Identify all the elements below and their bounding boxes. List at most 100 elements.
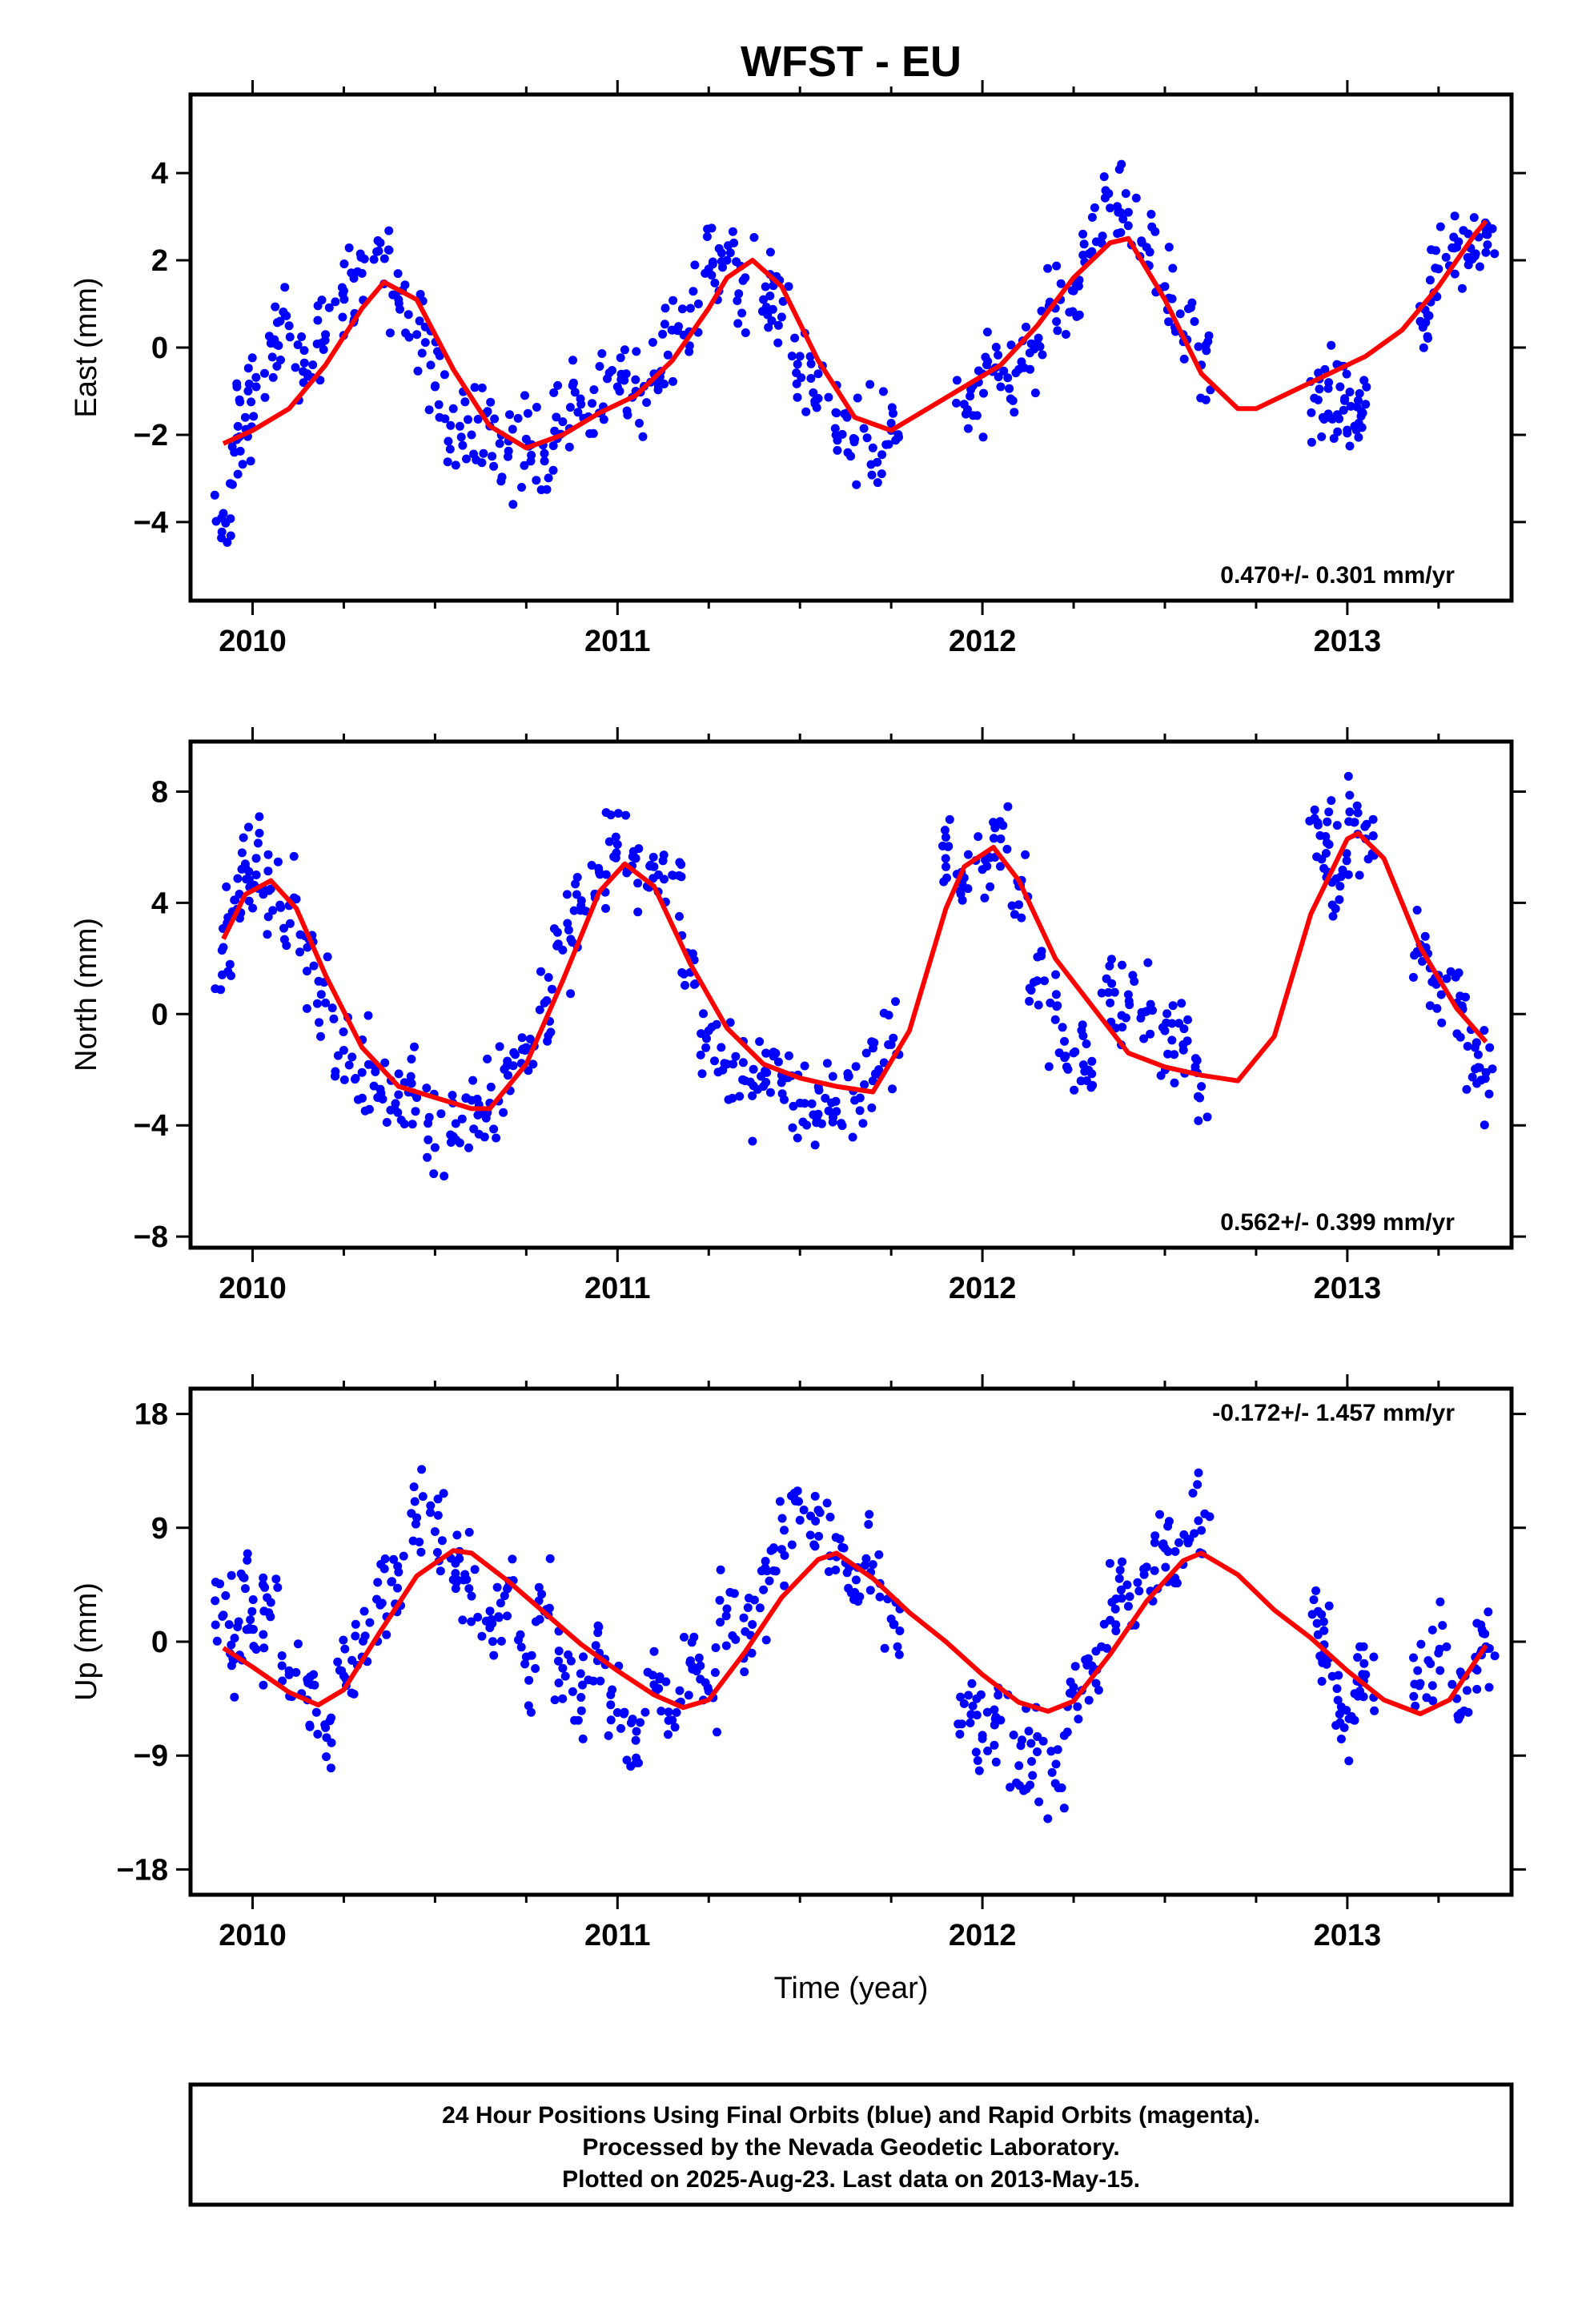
north-data-point bbox=[1163, 1049, 1173, 1059]
up-data-point bbox=[1111, 1626, 1121, 1635]
east-data-point bbox=[297, 332, 307, 341]
north-data-point bbox=[941, 833, 950, 842]
east-data-point bbox=[540, 448, 549, 458]
east-data-point bbox=[978, 432, 988, 442]
north-data-point bbox=[1146, 1029, 1155, 1039]
north-data-point bbox=[986, 882, 995, 891]
north-y-tick-label: 8 bbox=[151, 776, 168, 810]
east-data-point bbox=[725, 248, 735, 258]
east-data-point bbox=[393, 269, 403, 279]
east-data-point bbox=[1346, 401, 1355, 411]
up-data-point bbox=[1123, 1602, 1133, 1611]
north-data-point bbox=[1002, 844, 1012, 854]
east-data-point bbox=[615, 387, 624, 396]
north-data-point bbox=[1170, 1078, 1179, 1088]
north-x-tick-label: 2011 bbox=[584, 1272, 650, 1305]
north-data-point bbox=[1003, 802, 1013, 811]
up-y-tick-label: 18 bbox=[135, 1398, 168, 1432]
east-data-point bbox=[448, 404, 458, 413]
east-data-point bbox=[660, 380, 669, 388]
up-data-point bbox=[1447, 1679, 1457, 1689]
north-data-point bbox=[1010, 910, 1019, 919]
north-data-point bbox=[843, 1072, 853, 1082]
east-data-point bbox=[532, 403, 541, 412]
east-data-point bbox=[451, 460, 460, 470]
north-data-point bbox=[749, 1064, 758, 1074]
up-data-point bbox=[1105, 1558, 1114, 1568]
east-data-point bbox=[667, 325, 677, 335]
north-data-point bbox=[1178, 1045, 1188, 1055]
east-data-point bbox=[765, 292, 775, 300]
east-data-point bbox=[384, 245, 394, 255]
up-data-point bbox=[1094, 1686, 1103, 1695]
east-data-point bbox=[247, 397, 256, 407]
east-data-point bbox=[264, 332, 274, 341]
east-data-point bbox=[1030, 388, 1040, 398]
east-data-point bbox=[247, 353, 257, 363]
up-data-point bbox=[437, 1536, 447, 1546]
north-data-point bbox=[867, 1037, 877, 1047]
up-data-point bbox=[1319, 1626, 1329, 1635]
north-data-point bbox=[601, 870, 611, 879]
up-data-point bbox=[713, 1727, 721, 1737]
east-data-point bbox=[1121, 189, 1130, 199]
up-data-point bbox=[576, 1706, 586, 1715]
north-data-point bbox=[1425, 1001, 1435, 1011]
east-data-point bbox=[355, 249, 365, 259]
up-data-point bbox=[815, 1508, 825, 1518]
up-data-point bbox=[211, 1596, 220, 1606]
up-data-point bbox=[632, 1758, 640, 1767]
up-data-point bbox=[537, 1590, 547, 1599]
north-data-point bbox=[681, 980, 689, 990]
up-data-point bbox=[544, 1603, 554, 1613]
north-data-point bbox=[1349, 818, 1359, 827]
east-data-point bbox=[1481, 247, 1491, 257]
up-data-point bbox=[1033, 1732, 1042, 1741]
north-data-point bbox=[1360, 822, 1370, 831]
east-data-point bbox=[226, 531, 235, 541]
up-data-point bbox=[263, 1593, 272, 1602]
east-data-point bbox=[458, 440, 468, 450]
north-data-point bbox=[867, 1103, 877, 1112]
up-data-point bbox=[1438, 1621, 1447, 1630]
east-data-point bbox=[251, 372, 261, 382]
east-data-point bbox=[759, 295, 769, 304]
up-data-point bbox=[968, 1701, 978, 1711]
north-data-point bbox=[1162, 1009, 1172, 1019]
up-data-point bbox=[721, 1611, 731, 1621]
north-data-point bbox=[998, 821, 1008, 830]
east-data-point bbox=[226, 479, 235, 489]
east-data-point bbox=[792, 379, 801, 388]
east-data-point bbox=[388, 290, 398, 300]
up-data-point bbox=[787, 1540, 797, 1550]
east-data-point bbox=[1061, 330, 1070, 339]
up-data-point bbox=[1099, 1619, 1109, 1629]
up-data-point bbox=[1435, 1666, 1445, 1675]
north-data-point bbox=[1058, 1023, 1067, 1032]
up-data-point bbox=[311, 1707, 321, 1717]
north-data-point bbox=[508, 1061, 518, 1071]
north-data-point bbox=[611, 832, 620, 842]
north-data-point bbox=[945, 814, 954, 824]
east-data-point bbox=[495, 439, 504, 448]
east-data-point bbox=[210, 490, 219, 500]
north-data-point bbox=[717, 1043, 726, 1052]
east-data-point bbox=[777, 312, 786, 322]
north-data-point bbox=[675, 911, 684, 921]
north-data-point bbox=[940, 826, 950, 835]
up-data-point bbox=[351, 1619, 360, 1629]
east-data-point bbox=[1038, 350, 1047, 360]
up-data-point bbox=[558, 1663, 568, 1673]
east-data-point bbox=[317, 296, 327, 305]
up-data-point bbox=[606, 1700, 616, 1710]
up-data-point bbox=[459, 1575, 468, 1585]
east-data-point bbox=[994, 372, 1003, 382]
east-y-tick-label: 0 bbox=[151, 332, 168, 365]
up-data-point bbox=[893, 1642, 902, 1651]
up-data-point bbox=[680, 1632, 689, 1642]
up-data-point bbox=[865, 1510, 874, 1519]
up-data-point bbox=[351, 1631, 360, 1641]
up-data-point bbox=[1311, 1586, 1321, 1595]
up-data-point bbox=[971, 1747, 981, 1757]
east-data-point bbox=[648, 338, 657, 347]
